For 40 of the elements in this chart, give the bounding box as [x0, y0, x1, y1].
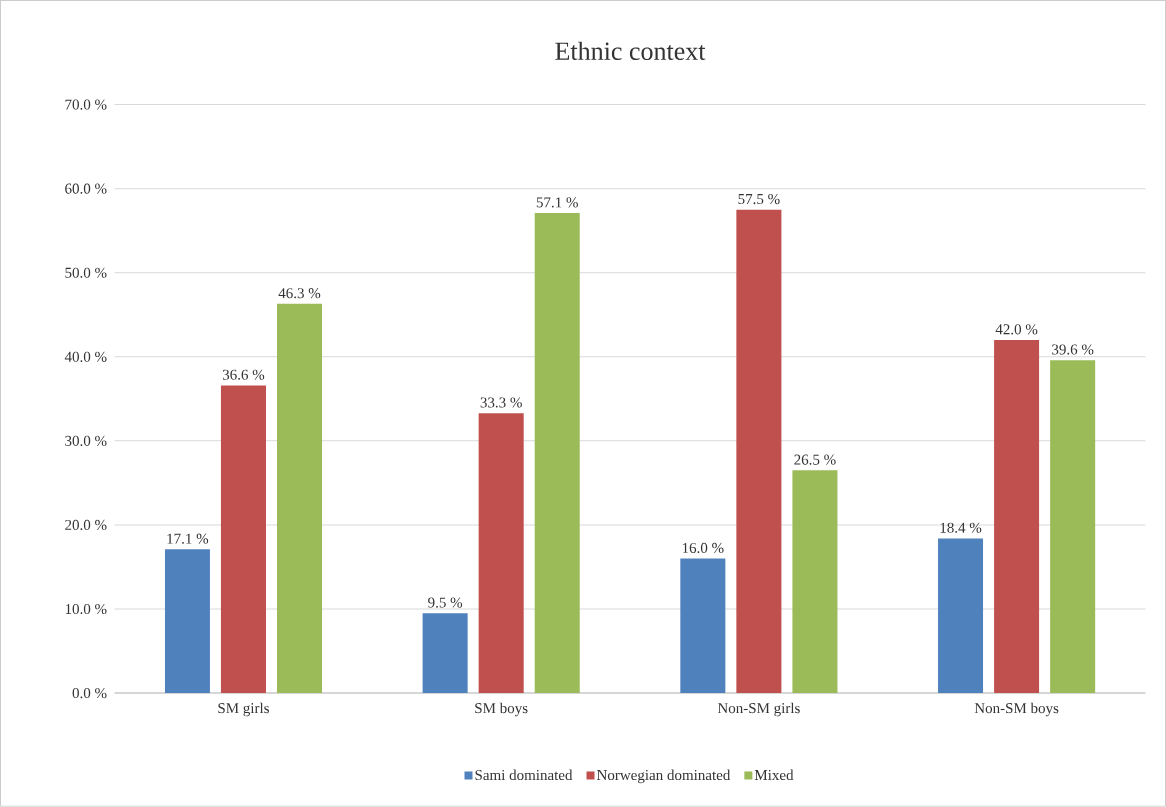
bar: [792, 470, 838, 694]
bar: [534, 213, 580, 694]
bar: [478, 413, 524, 694]
legend-label: Mixed: [754, 769, 794, 781]
data-label: 18.4 %: [940, 522, 982, 534]
chart-title: Ethnic context: [555, 41, 706, 61]
y-tick-label: 0.0 %: [72, 688, 107, 699]
data-label: 57.5 %: [738, 194, 780, 205]
bar: [736, 209, 782, 694]
y-tick-label: 40.0 %: [64, 351, 107, 363]
data-label: 9.5 %: [428, 597, 463, 608]
y-tick-label: 30.0 %: [65, 435, 107, 447]
legend-label: Norwegian dominated: [596, 769, 731, 784]
y-tick-label: 20.0 %: [65, 520, 107, 531]
x-tick-label: SM girls: [218, 702, 269, 717]
data-label: 39.6 %: [1052, 344, 1094, 355]
data-label: 26.5 %: [794, 454, 836, 465]
data-label: 36.6 %: [222, 369, 265, 381]
bar: [938, 538, 984, 694]
y-tick-label: 70.0 %: [65, 99, 107, 110]
data-label: 42.0 %: [995, 324, 1038, 335]
data-label: 17.1 %: [167, 533, 209, 544]
data-label: 46.3 %: [278, 288, 321, 299]
bar: [994, 340, 1040, 694]
x-tick-label: SM boys: [475, 702, 528, 717]
x-tick-label: Non-SM girls: [717, 702, 800, 717]
data-label: 33.3 %: [480, 397, 522, 408]
bar: [276, 303, 323, 694]
x-tick-label: Non-SM boys: [974, 702, 1059, 717]
bar: [680, 558, 726, 694]
data-label: 57.1 %: [536, 197, 578, 208]
y-tick-label: 60.0 %: [65, 183, 107, 194]
legend-label: Sami dominated: [475, 769, 573, 781]
bar: [164, 549, 210, 694]
data-label: 16.0 %: [682, 543, 724, 554]
bar: [220, 385, 266, 694]
y-tick-label: 10.0 %: [65, 604, 107, 615]
bar: [1050, 360, 1096, 694]
y-tick-label: 50.0 %: [65, 267, 107, 278]
bar: [422, 613, 468, 694]
